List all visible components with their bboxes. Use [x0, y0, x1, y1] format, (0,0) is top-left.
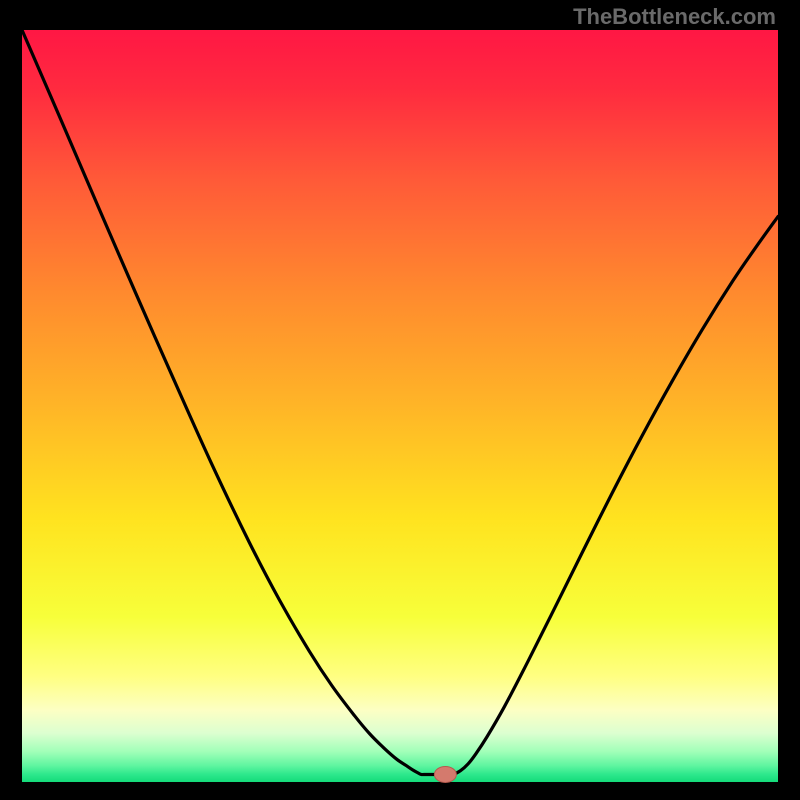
bottleneck-chart — [0, 0, 800, 800]
optimal-point-marker — [434, 766, 456, 782]
chart-background-gradient — [22, 30, 778, 782]
watermark-text: TheBottleneck.com — [573, 4, 776, 30]
chart-svg — [0, 0, 800, 800]
